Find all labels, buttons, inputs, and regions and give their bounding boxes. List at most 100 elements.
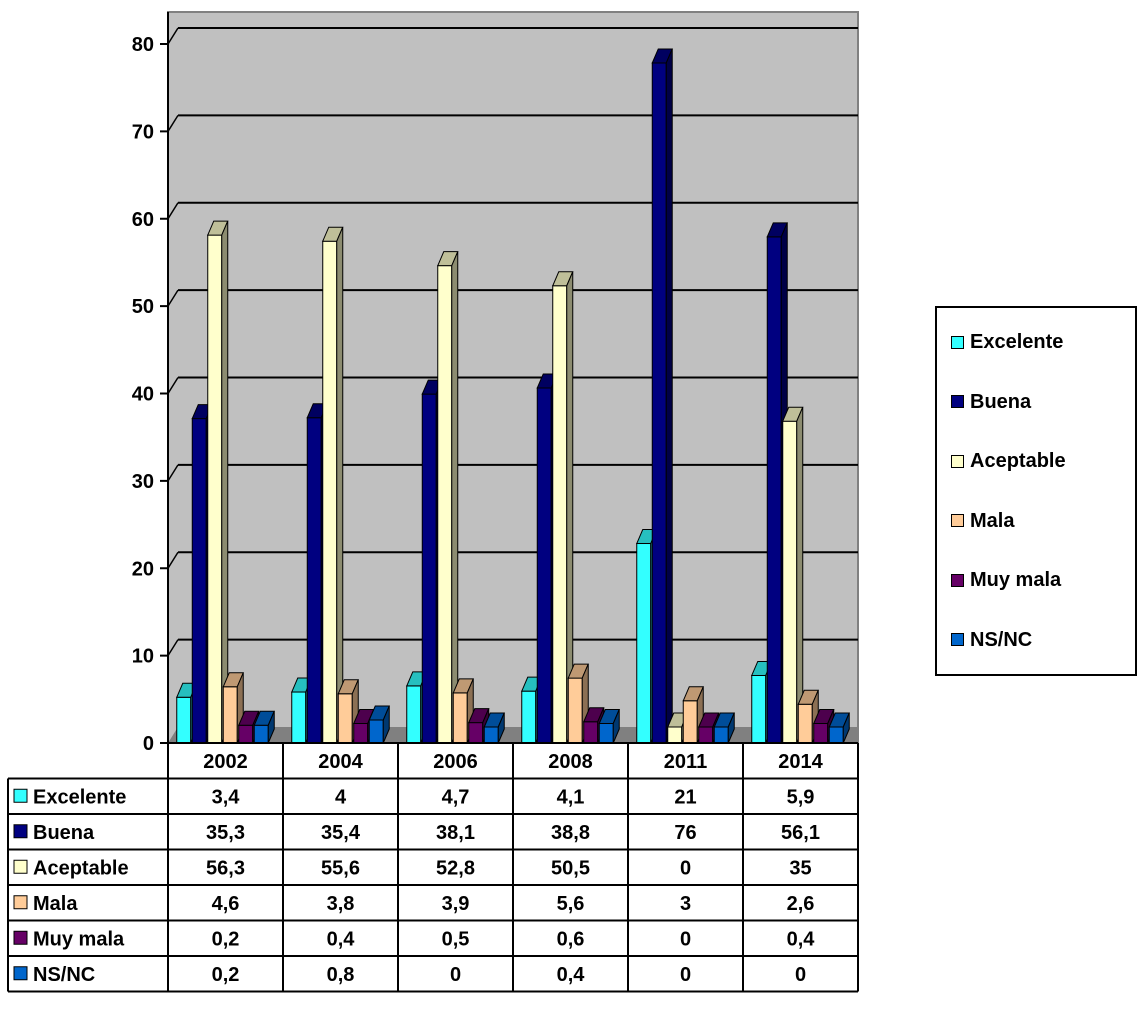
- category-label-2011: 2011: [664, 751, 707, 773]
- legend-item-ns-nc: NS/NC: [951, 628, 1032, 652]
- table-cell: 2,6: [787, 893, 815, 915]
- legend-label: Mala: [970, 509, 1015, 532]
- bar-aceptable-2006: [436, 251, 459, 744]
- gridline-depth: [167, 202, 179, 220]
- table-cell: 0,5: [442, 928, 470, 950]
- table-cell: 0,2: [212, 928, 240, 950]
- legend-label: Aceptable: [970, 450, 1066, 472]
- table-cell: 4,7: [442, 786, 470, 808]
- table-swatch: [13, 895, 28, 910]
- y-tick-label: 70: [132, 121, 154, 143]
- table-cell: 38,8: [551, 822, 590, 844]
- category-label-2004: 2004: [318, 751, 363, 773]
- table-cell: 21: [674, 786, 696, 808]
- table-cell: 55,6: [321, 857, 360, 879]
- legend: Excelente Buena Aceptable Mala Muy mala NS/NC: [935, 306, 1137, 676]
- category-label-2008: 2008: [548, 751, 593, 773]
- table-cell: 3: [680, 893, 691, 915]
- legend-item-buena: Buena: [951, 390, 1031, 414]
- bar-ns-nc-2008: [598, 709, 621, 744]
- bar-ns-nc-2004: [368, 705, 391, 744]
- legend-swatch: [951, 395, 964, 408]
- bar-aceptable-2002: [206, 220, 229, 744]
- bar-aceptable-2004: [321, 226, 344, 744]
- y-tick-label: 50: [132, 296, 154, 318]
- table-swatch: [13, 930, 28, 945]
- legend-swatch: [951, 454, 964, 468]
- legend-swatch: [951, 633, 964, 646]
- bar-muy-mala-2008: [582, 707, 605, 744]
- table-cell: 35,3: [206, 822, 245, 844]
- table-cell: 0: [680, 928, 691, 950]
- gridline-depth: [167, 27, 179, 45]
- legend-label: Muy mala: [970, 569, 1062, 591]
- legend-label: Excelente: [970, 331, 1064, 353]
- table-row-label: Muy mala: [33, 928, 125, 950]
- legend-label: NS/NC: [970, 628, 1033, 651]
- table-swatch: [13, 859, 28, 874]
- table-cell: 0,4: [787, 928, 816, 950]
- legend-swatch: [951, 335, 964, 349]
- table-cell: 50,5: [551, 857, 590, 879]
- gridline-depth: [167, 551, 179, 569]
- y-tick-label: 40: [132, 384, 154, 406]
- table-cell: 0: [680, 964, 691, 986]
- legend-swatch: [951, 573, 964, 587]
- category-label-2002: 2002: [203, 751, 248, 773]
- bar-mala-2014: [797, 689, 820, 744]
- bar-muy-mala-2014: [812, 709, 835, 744]
- table-cell: 0,4: [557, 964, 586, 986]
- table-cell: 35: [789, 857, 811, 879]
- table-cell: 0,2: [212, 964, 240, 986]
- table-row-label: NS/NC: [33, 964, 95, 986]
- y-axis: 0 10 20 30 40 50 60 70 80: [132, 12, 169, 755]
- legend-swatch: [951, 514, 964, 527]
- table-cell: 4,6: [212, 893, 240, 915]
- table-cell: 0,4: [327, 928, 356, 950]
- bar-ns-nc-2011: [713, 712, 736, 744]
- legend-item-aceptable: Aceptable: [951, 449, 1066, 473]
- table-cell: 4: [335, 786, 347, 808]
- gridlines: [167, 27, 858, 657]
- legend-label: Buena: [970, 390, 1032, 413]
- table-cell: 3,4: [212, 786, 241, 808]
- y-tick-label: 80: [132, 34, 154, 56]
- table-cell: 0: [680, 857, 691, 879]
- table-cell: 5,9: [787, 786, 815, 808]
- table-row-label: Buena: [33, 822, 95, 844]
- table-cell: 4,1: [557, 786, 585, 808]
- bar-buena-2011: [651, 48, 674, 744]
- y-tick-label: 0: [143, 733, 154, 755]
- table-cell: 76: [674, 822, 696, 844]
- bar-ns-nc-2006: [483, 712, 506, 744]
- table-cell: 5,6: [557, 893, 585, 915]
- y-tick-label: 10: [132, 646, 154, 668]
- table-swatch: [13, 824, 28, 839]
- table-cell: 52,8: [436, 857, 475, 879]
- table-cell: 0,8: [327, 964, 355, 986]
- table-row-label: Excelente: [33, 786, 126, 808]
- bar-ns-nc-2014: [828, 712, 851, 744]
- table-cell: 56,3: [206, 857, 245, 879]
- bar-ns-nc-2002: [253, 710, 276, 744]
- gridline-depth: [167, 377, 179, 394]
- bar-mala-2011: [682, 686, 705, 744]
- category-label-2006: 2006: [433, 751, 478, 773]
- table-cell: 35,4: [321, 822, 361, 844]
- table-cell: 38,1: [436, 822, 475, 844]
- gridline-depth: [167, 639, 179, 657]
- table-cell: 3,8: [327, 893, 355, 915]
- bars: [175, 48, 851, 744]
- table-cell: 56,1: [781, 822, 820, 844]
- gridline-depth: [167, 114, 179, 132]
- legend-item-mala: Mala: [951, 509, 1014, 533]
- bar-aceptable-2014: [781, 406, 804, 744]
- y-tick-label: 20: [132, 558, 154, 580]
- gridline-depth: [167, 464, 179, 482]
- table-row-label: Aceptable: [33, 857, 129, 879]
- legend-item-excelente: Excelente: [951, 330, 1063, 354]
- gridline-depth: [167, 289, 179, 307]
- table-swatch: [13, 966, 28, 981]
- table-swatch: [13, 788, 28, 803]
